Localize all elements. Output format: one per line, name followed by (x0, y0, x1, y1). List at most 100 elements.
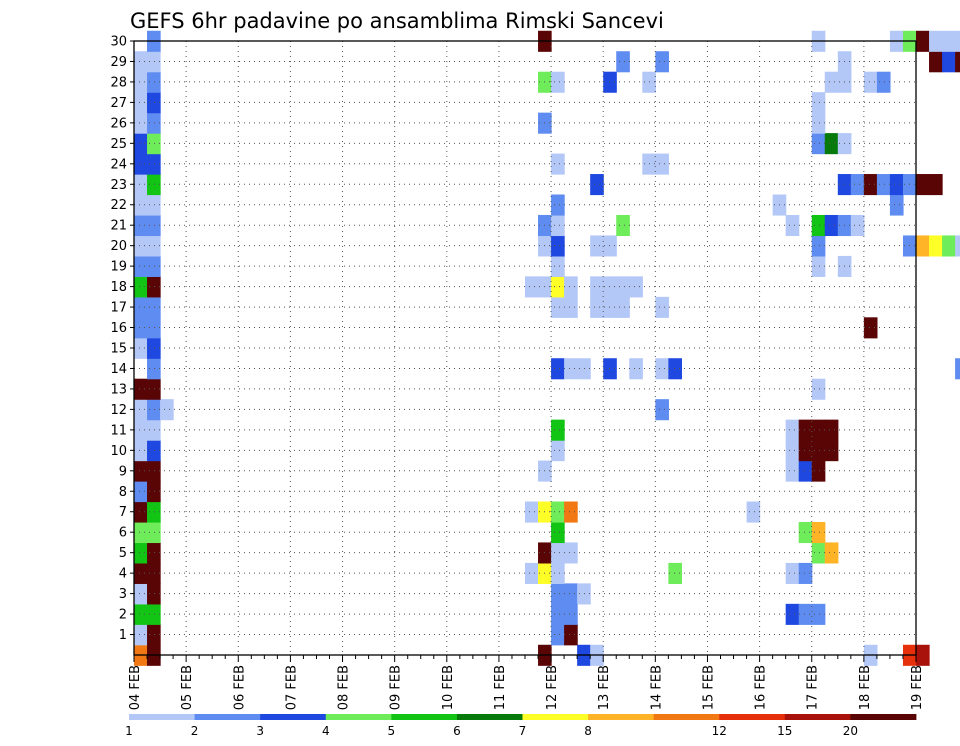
precip-cell (147, 440, 161, 462)
precip-cell (655, 51, 669, 73)
precip-cell (889, 194, 904, 216)
precip-cell (134, 603, 148, 625)
precip-cell (863, 71, 878, 93)
precip-cell (564, 358, 578, 380)
precip-cell (590, 235, 604, 257)
precip-cell (551, 214, 565, 237)
precip-cell (147, 51, 161, 73)
precip-cell (824, 440, 839, 462)
y-tick-label: 28 (110, 75, 127, 90)
precip-cell (160, 399, 174, 421)
precip-cell (147, 378, 161, 400)
colorbar-swatch (391, 714, 458, 720)
precip-cell (590, 276, 604, 298)
precip-cell (916, 174, 930, 196)
precip-cell (134, 71, 148, 93)
precip-cell (577, 358, 591, 380)
precip-cell (564, 603, 578, 625)
colorbar-swatch (325, 714, 392, 720)
y-tick-label: 8 (119, 485, 127, 500)
precip-cell (929, 235, 943, 257)
precip-cell (785, 419, 800, 441)
precip-cell (134, 624, 148, 646)
precip-cell (147, 296, 161, 318)
precip-cell (134, 153, 148, 175)
precip-cell (134, 317, 148, 339)
precip-cell (863, 317, 878, 339)
precip-cell (811, 440, 826, 462)
precip-cell (955, 358, 960, 380)
y-tick-label: 22 (110, 198, 127, 213)
precip-cell (551, 562, 565, 584)
precip-cell (616, 51, 630, 73)
precip-cell (147, 583, 161, 605)
precip-cell (876, 71, 891, 93)
precip-cell (863, 174, 878, 196)
precip-cell (929, 51, 943, 73)
y-tick-label: 16 (110, 321, 127, 336)
precip-cell (811, 378, 826, 400)
precip-cell (147, 174, 161, 196)
precip-cell (147, 194, 161, 216)
x-tick-label: 17 FEB (806, 665, 821, 710)
precip-cell (551, 358, 565, 380)
colorbar-label: 6 (453, 724, 461, 738)
colorbar-label: 15 (777, 724, 792, 738)
x-tick-label: 05 FEB (180, 665, 195, 710)
y-tick-label: 14 (110, 362, 127, 377)
precip-cell (551, 419, 565, 441)
precip-cell (811, 112, 826, 134)
precip-cell (147, 624, 161, 646)
precip-cell (668, 562, 682, 584)
precip-cell (134, 481, 148, 503)
y-tick-label: 7 (119, 505, 127, 520)
precip-cell (134, 235, 148, 257)
y-tick-label: 18 (110, 280, 127, 295)
precip-cell (785, 603, 800, 625)
precip-cell (564, 501, 578, 523)
precip-cell (603, 71, 617, 93)
colorbar: 1 2 3 4 5 6 7 8 12 15 20 (125, 714, 917, 738)
precip-cell (629, 276, 643, 298)
precip-cell (551, 71, 565, 93)
colorbar-label: 1 (125, 724, 133, 738)
y-tick-label: 4 (119, 567, 127, 582)
precip-cell (785, 460, 800, 482)
y-tick-label: 11 (110, 423, 127, 438)
precip-cell (147, 358, 161, 380)
precip-cell (525, 562, 539, 584)
precip-cell (134, 296, 148, 318)
precip-cell (798, 419, 813, 441)
y-tick-label: 6 (119, 526, 127, 541)
precip-cell (134, 399, 148, 421)
y-tick-label: 21 (110, 219, 127, 234)
precip-cell (798, 440, 813, 462)
precip-cell (134, 501, 148, 523)
precip-cell (798, 562, 813, 584)
precip-cell (564, 542, 578, 564)
precip-cell (551, 603, 565, 625)
precip-cell (824, 214, 839, 237)
precip-cell (147, 542, 161, 564)
precip-cell (134, 133, 148, 155)
precip-cell (629, 358, 643, 380)
colorbar-swatch (588, 714, 655, 720)
precip-cell (147, 235, 161, 257)
colorbar-label: 8 (584, 724, 592, 738)
colorbar-label: 4 (322, 724, 330, 738)
y-tick-label: 12 (110, 403, 127, 418)
precip-cell (616, 276, 630, 298)
precip-cell (603, 235, 617, 257)
grid-layer (134, 40, 916, 655)
ticks-layer: 1234567891011121314151617181920212223242… (110, 35, 925, 711)
precip-cell (603, 296, 617, 318)
colorbar-label: 5 (387, 724, 395, 738)
precip-cell (525, 276, 539, 298)
y-tick-label: 27 (110, 96, 127, 111)
precip-cell (746, 501, 761, 523)
x-tick-label: 14 FEB (649, 665, 664, 710)
precip-cell (811, 255, 826, 277)
precip-cell (551, 521, 565, 544)
